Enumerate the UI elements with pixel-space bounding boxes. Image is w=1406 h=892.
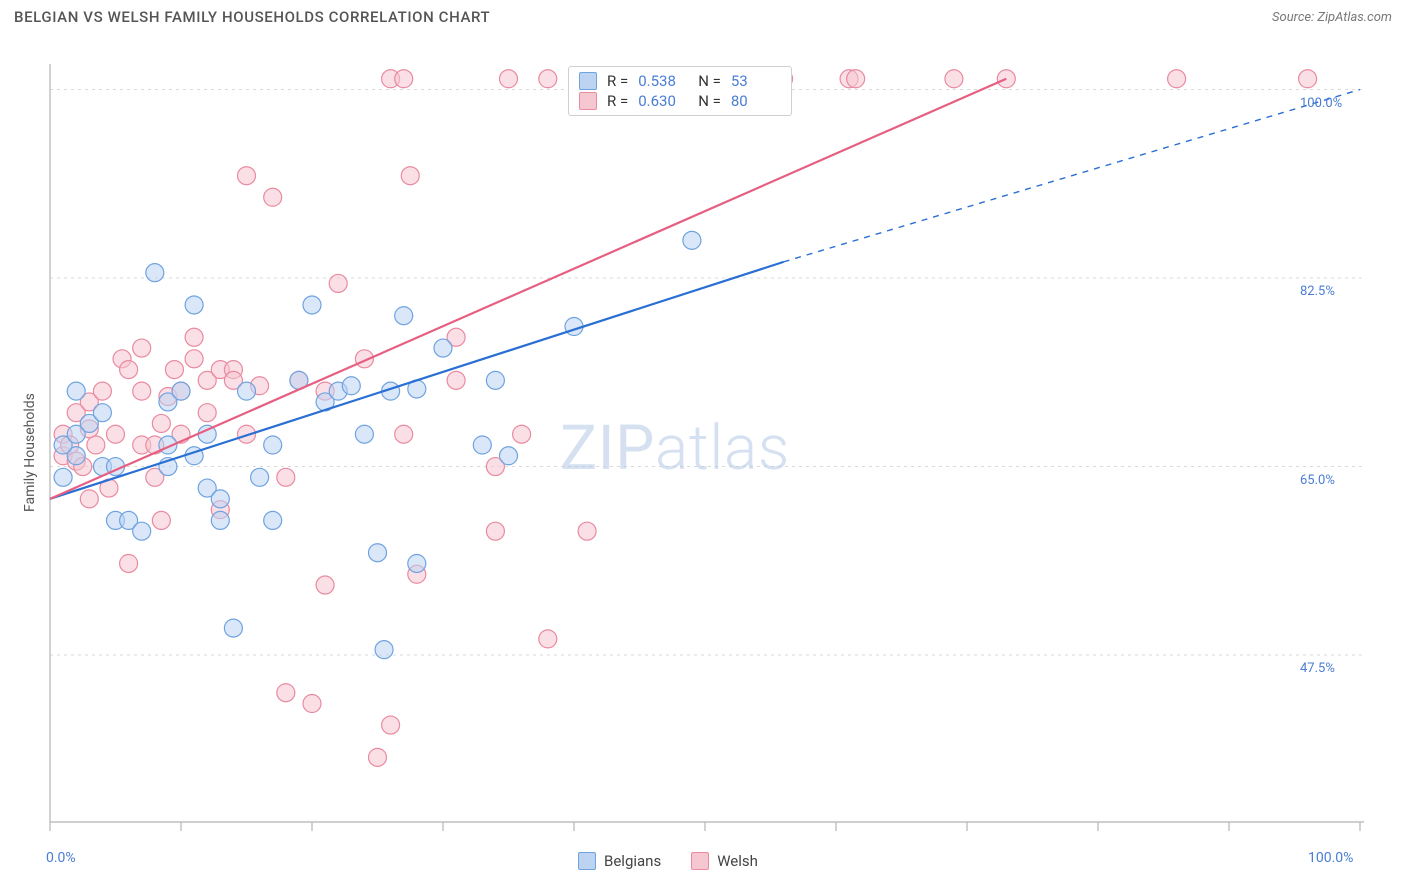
y-tick-label: 100.0% [1300, 96, 1342, 111]
legend-label: Welsh [717, 852, 758, 870]
chart-title: BELGIAN VS WELSH FAMILY HOUSEHOLDS CORRE… [14, 8, 490, 26]
scatter-plot [0, 32, 1406, 880]
y-tick-label: 47.5% [1300, 661, 1335, 676]
y-tick-label: 65.0% [1300, 473, 1335, 488]
bottom-legend: Belgians Welsh [578, 852, 758, 870]
r-label: R = [607, 92, 628, 110]
legend-item-welsh: Welsh [691, 852, 758, 870]
x-tick-label: 100.0% [1308, 850, 1353, 866]
r-value-belgians: 0.538 [638, 72, 688, 90]
swatch-welsh-icon [579, 92, 597, 110]
chart-area: Family Households ZIPatlas R = 0.538 N =… [0, 32, 1406, 880]
source-label: Source: ZipAtlas.com [1272, 10, 1392, 25]
n-value-belgians: 53 [731, 72, 781, 90]
legend-item-belgians: Belgians [578, 852, 661, 870]
x-tick-label: 0.0% [46, 850, 76, 866]
r-value-welsh: 0.630 [638, 92, 688, 110]
n-label: N = [698, 92, 721, 110]
stats-box: R = 0.538 N = 53 R = 0.630 N = 80 [568, 66, 792, 116]
stats-row-belgians: R = 0.538 N = 53 [579, 71, 781, 91]
n-value-welsh: 80 [731, 92, 781, 110]
legend-label: Belgians [604, 852, 661, 870]
n-label: N = [698, 72, 721, 90]
swatch-belgians-icon [579, 72, 597, 90]
r-label: R = [607, 72, 628, 90]
swatch-belgians-icon [578, 852, 596, 870]
swatch-welsh-icon [691, 852, 709, 870]
y-tick-label: 82.5% [1300, 284, 1335, 299]
stats-row-welsh: R = 0.630 N = 80 [579, 91, 781, 111]
